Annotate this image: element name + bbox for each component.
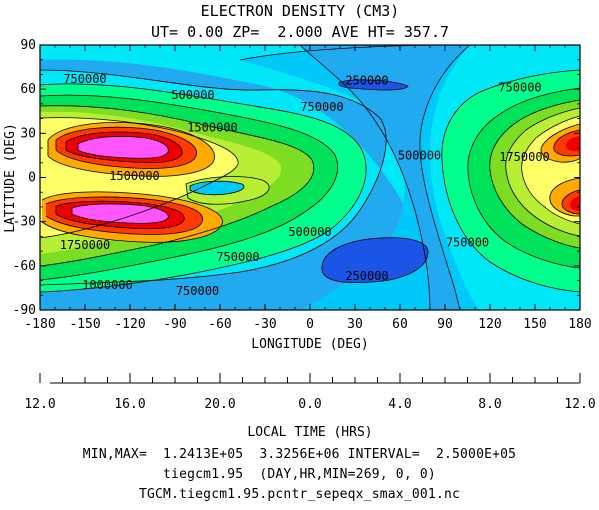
- chart-title: ELECTRON DENSITY (CM3): [201, 2, 400, 20]
- local-time-tick-label: 20.0: [204, 397, 235, 412]
- contour-label: 1750000: [60, 238, 111, 252]
- x-tick-label: -90: [163, 317, 186, 332]
- y-tick-label: -90: [13, 303, 36, 318]
- x-tick-label: 120: [478, 317, 501, 332]
- contour-lines: [40, 45, 580, 310]
- x-tick-label: 30: [347, 317, 363, 332]
- contour-label: 500000: [398, 148, 441, 162]
- x-tick-label: 0: [306, 317, 314, 332]
- x-tick-label: -180: [24, 317, 55, 332]
- contour-label: 250000: [345, 73, 388, 87]
- model-info-text: tiegcm1.95 (DAY,HR,MIN=269, 0, 0): [163, 467, 436, 482]
- x-tick-label: -60: [208, 317, 231, 332]
- y-tick-label: -60: [13, 259, 36, 274]
- y-axis: -90 -60 -30 0 30 60 90: [13, 38, 580, 318]
- contour-label: 1000000: [82, 278, 133, 292]
- local-time-axis: 12.0 16.0 20.0 0.0 4.0 8.0 12.0: [24, 373, 596, 412]
- contour-label: 750000: [216, 250, 259, 264]
- contour-label: 750000: [176, 284, 219, 298]
- band-low-blue: [300, 45, 470, 310]
- cell-north-west-magenta: [78, 136, 169, 159]
- equatorial-pocket: [190, 181, 245, 195]
- local-time-axis-label: LOCAL TIME (HRS): [247, 425, 372, 440]
- y-axis-label: LATITUDE (DEG): [3, 123, 18, 233]
- contour-label: 750000: [63, 72, 106, 86]
- contour-label: 750000: [498, 81, 541, 95]
- chart-subtitle: UT= 0.00 ZP= 2.000 AVE HT= 357.7: [151, 23, 449, 41]
- x-tick-label: 180: [568, 317, 591, 332]
- x-axis: -180 -150 -120 -90 -60 -30 0 30 60 90 120 150 180: [24, 45, 592, 332]
- local-time-tick-label: 0.0: [298, 397, 321, 412]
- local-time-tick-label: 12.0: [24, 397, 55, 412]
- local-time-tick-label: 4.0: [388, 397, 411, 412]
- density-minimum-south: [321, 237, 428, 283]
- contour-labels: 7500005000002500007500001500000150000017…: [60, 72, 550, 298]
- y-tick-label: -30: [13, 215, 36, 230]
- x-axis-label: LONGITUDE (DEG): [251, 337, 368, 352]
- file-name-text: TGCM.tiegcm1.95.pcntr_sepeqx_smax_001.nc: [138, 487, 461, 502]
- x-tick-label: -120: [114, 317, 145, 332]
- y-tick-label: 60: [20, 82, 36, 97]
- contour-label: 250000: [345, 269, 388, 283]
- x-tick-label: 60: [392, 317, 408, 332]
- y-tick-label: 0: [28, 171, 36, 186]
- x-tick-label: -150: [69, 317, 100, 332]
- min-max-text: MIN,MAX= 1.2413E+05 3.3256E+06 INTERVAL=…: [82, 447, 517, 462]
- contour-label: 750000: [446, 235, 489, 249]
- contour-label: 1500000: [187, 120, 238, 134]
- y-tick-label: 90: [20, 38, 36, 53]
- local-time-tick-label: 8.0: [478, 397, 501, 412]
- local-time-tick-label: 12.0: [564, 397, 595, 412]
- cell-east-darkred: [566, 136, 580, 211]
- contour-field: 7500005000002500007500001500000150000017…: [40, 45, 580, 310]
- x-tick-label: -30: [253, 317, 276, 332]
- contour-label: 1750000: [499, 150, 550, 164]
- local-time-tick-label: 16.0: [114, 397, 145, 412]
- y-tick-label: 30: [20, 126, 36, 141]
- contour-label: 750000: [300, 100, 343, 114]
- x-tick-label: 90: [437, 317, 453, 332]
- contour-label: 1500000: [109, 169, 160, 183]
- x-tick-label: 150: [523, 317, 546, 332]
- contour-label: 500000: [288, 225, 331, 239]
- density-minimum-north: [338, 79, 408, 90]
- contour-label: 500000: [171, 88, 214, 102]
- cell-south-west-magenta: [72, 203, 169, 224]
